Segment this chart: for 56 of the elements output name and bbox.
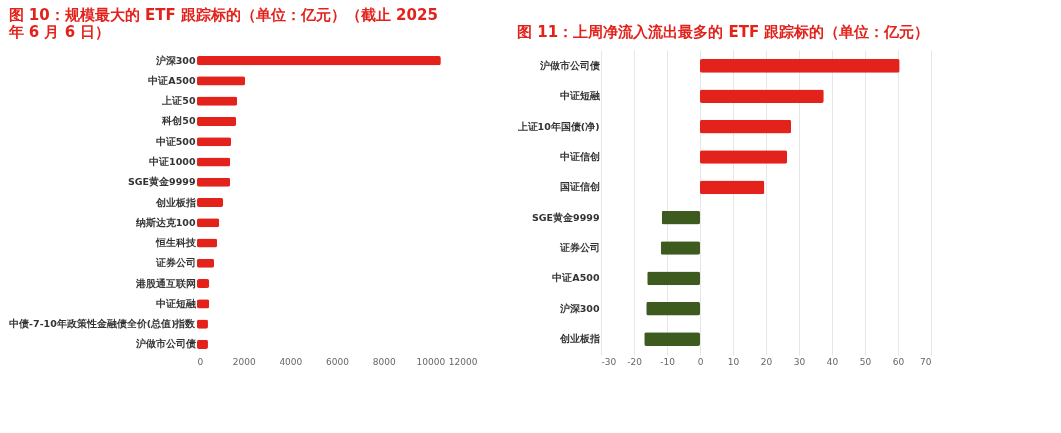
x-tick-label: -30 bbox=[601, 356, 617, 367]
y-tick-label: 创业板指 bbox=[558, 333, 600, 345]
y-tick-label: 创业板指 bbox=[154, 196, 196, 208]
x-tick-label: 20 bbox=[760, 356, 773, 367]
y-tick-label: 恒生科技 bbox=[154, 237, 197, 249]
bar bbox=[197, 116, 237, 126]
bar bbox=[197, 56, 441, 66]
x-tick-label: 12000 bbox=[448, 356, 478, 367]
y-tick-label: 沪深300 bbox=[558, 302, 600, 314]
y-tick-label: 中证短融 bbox=[559, 90, 601, 102]
y-tick-label: 沪做市公司债 bbox=[134, 338, 196, 350]
x-tick-label: 8000 bbox=[372, 356, 396, 367]
y-tick-label: 中债-7-10年政策性金融债全价(总值)指数 bbox=[9, 318, 197, 330]
y-tick-label: 纳斯达克100 bbox=[134, 216, 196, 228]
bar bbox=[661, 210, 700, 225]
x-tick-label: 40 bbox=[826, 356, 839, 367]
x-tick-label: 10 bbox=[727, 356, 740, 367]
chart-title: 图 10：规模最大的 ETF 跟踪标的（单位：亿元）（截止 2025 年 6 月 6 日） bbox=[7, 6, 438, 41]
x-tick-label: 10000 bbox=[416, 356, 446, 367]
bar bbox=[647, 271, 700, 286]
chart-title: 图 11：上周净流入流出最多的 ETF 跟踪标的（单位：亿元） bbox=[517, 23, 930, 41]
y-tick-label: 中证A500 bbox=[148, 74, 196, 86]
x-tick-label: 30 bbox=[793, 356, 806, 367]
bar bbox=[700, 180, 765, 195]
y-tick-label: 沪深300 bbox=[154, 54, 196, 66]
y-tick-label: 港股通互联网 bbox=[134, 277, 196, 289]
y-tick-label: 上证50 bbox=[161, 95, 196, 107]
y-tick-label: 证券公司 bbox=[154, 257, 196, 269]
bar bbox=[644, 332, 700, 346]
x-tick-label: 70 bbox=[920, 356, 932, 367]
x-tick-label: 6000 bbox=[326, 356, 350, 367]
y-tick-label: 中证短融 bbox=[155, 297, 197, 309]
y-tick-label: 上证10年国债(净) bbox=[516, 120, 600, 132]
x-tick-label: -10 bbox=[660, 356, 676, 367]
bar bbox=[700, 89, 824, 104]
y-tick-label: SGE黄金9999 bbox=[127, 176, 196, 188]
x-tick-label: 2000 bbox=[232, 356, 256, 367]
x-tick-label: 60 bbox=[892, 356, 905, 367]
bar bbox=[197, 197, 224, 208]
x-tick-label: -20 bbox=[627, 356, 643, 367]
y-tick-label: 沪做市公司债 bbox=[538, 59, 600, 71]
x-tick-label: 0 bbox=[197, 356, 204, 367]
bar bbox=[700, 119, 792, 134]
y-tick-label: 国证信创 bbox=[559, 181, 600, 193]
y-tick-label: SGE黄金9999 bbox=[531, 211, 600, 223]
x-tick-label: 0 bbox=[697, 356, 704, 367]
y-tick-label: 科创50 bbox=[161, 115, 196, 127]
y-tick-label: 中证信创 bbox=[559, 150, 600, 162]
y-tick-label: 中证1000 bbox=[149, 155, 196, 167]
x-tick-label: 4000 bbox=[279, 356, 303, 367]
y-tick-label: 证券公司 bbox=[558, 242, 600, 254]
y-tick-label: 中证500 bbox=[155, 135, 196, 147]
y-tick-label: 中证A500 bbox=[552, 272, 600, 284]
bar bbox=[646, 301, 700, 316]
x-tick-label: 50 bbox=[859, 356, 872, 367]
bar bbox=[700, 59, 900, 73]
